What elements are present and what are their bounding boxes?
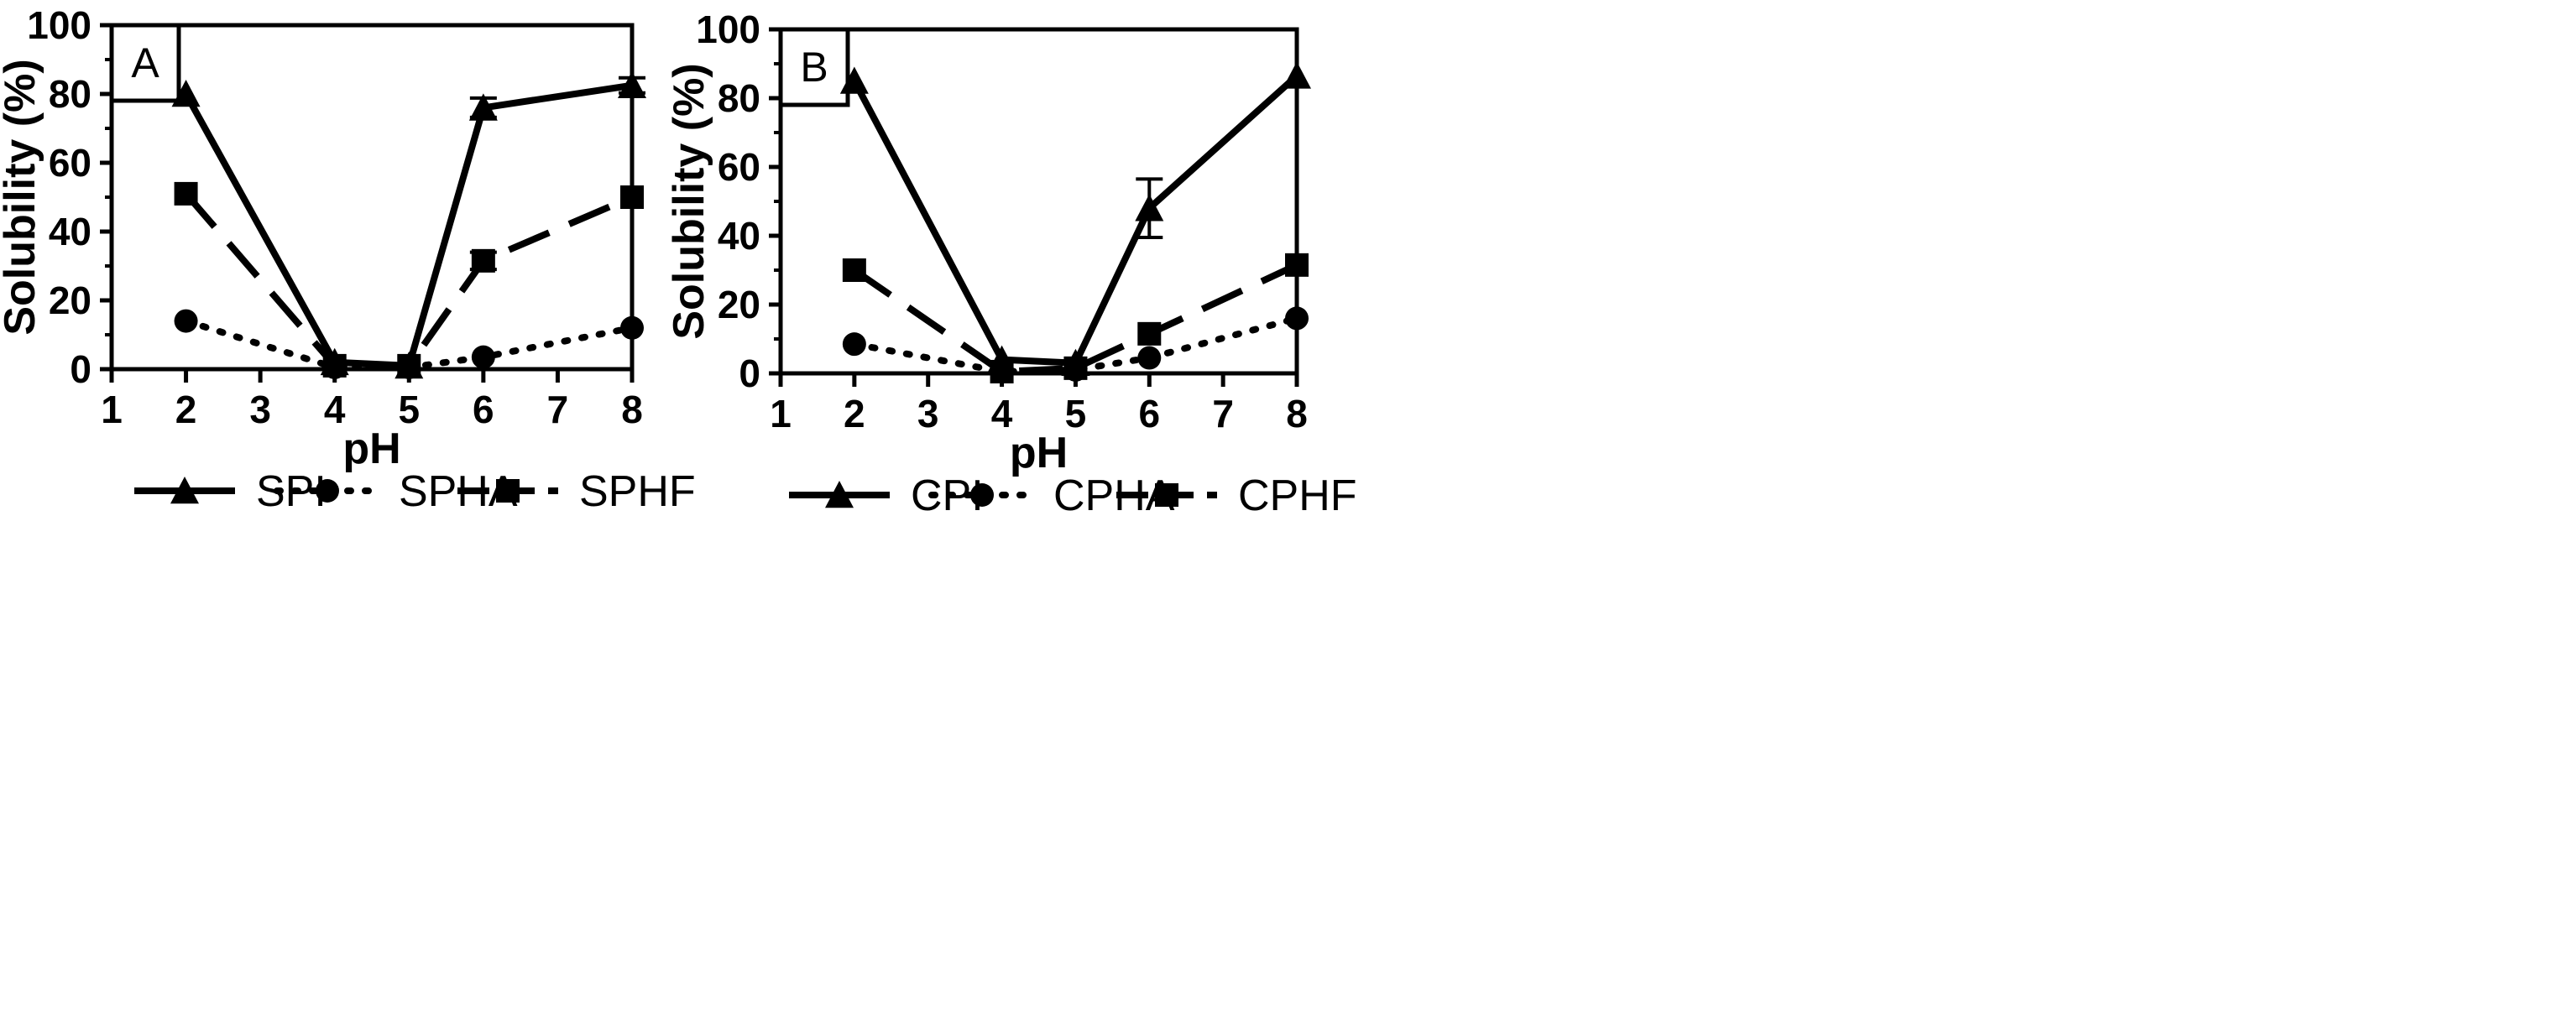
legend-item-SPHF: SPHF [457,467,696,516]
y-tick-label: 60 [718,145,760,189]
x-tick-label: 7 [547,388,569,431]
panel-label-box: B [778,27,850,107]
data-point-CPI [1283,61,1311,89]
legend-label-SPHF: SPHF [579,467,696,516]
y-tick-label: 60 [49,141,91,185]
data-point-SPHF [471,248,495,273]
x-axis-title: pH [342,425,400,473]
x-tick-label: 5 [398,388,420,431]
data-point-CPHF [1137,321,1162,346]
data-point-SPI [171,80,201,107]
series-line-SPI [183,81,633,369]
y-tick-label: 0 [70,347,91,391]
panel-label-frame [109,23,181,103]
data-point-CPI [1135,194,1164,221]
panel-label-box: A [109,23,181,103]
data-point-SPHA [174,309,198,333]
legend-item-CPHA: CPHA [928,472,1175,520]
x-axis-title: pH [1010,429,1068,477]
y-tick-label: 20 [718,283,760,326]
panel-label-frame [778,27,850,107]
legend-marker-SPI [170,477,199,504]
legend-marker-CPI [825,481,854,508]
series-CPI [839,61,1311,376]
legend-item-CPHF: CPHF [1116,472,1357,520]
x-tick-label: 4 [991,392,1013,435]
legend-item-SPI: SPI [134,467,327,516]
x-tick-label: 6 [473,388,494,431]
x-tick-label: 2 [844,392,865,435]
x-tick-label: 8 [621,388,643,431]
y-tick-label: 0 [739,352,760,395]
y-tick-label: 20 [49,279,91,322]
series-line-CPHA [850,315,1300,375]
x-tick-label: 3 [917,392,939,435]
y-tick-label: 100 [27,3,91,47]
data-point-SPI [618,70,646,99]
x-tick-label: 1 [101,388,123,431]
legend-marker-SPHF [496,479,520,503]
x-tick-label: 1 [770,392,792,435]
data-point-CPHA [842,332,866,357]
legend-marker-CPHF [1155,483,1178,507]
data-point-CPHA [1137,346,1162,370]
data-point-CPHF [1063,356,1088,380]
data-point-SPHF [620,185,644,209]
data-point-SPHA [620,315,644,340]
data-point-SPHF [397,353,421,378]
data-point-SPHA [471,345,495,369]
x-tick-label: 8 [1286,392,1308,435]
y-axis-title: Solubility (%) [665,63,713,339]
data-point-CPHF [842,258,866,282]
y-tick-label: 80 [49,72,91,116]
x-tick-label: 6 [1138,392,1160,435]
legend-marker-CPHA [970,483,994,507]
y-axis-title: Solubility (%) [0,59,44,335]
series-CPHF [842,253,1309,383]
legend-label-CPHA: CPHA [1053,472,1175,520]
panel-label: A [131,39,159,86]
x-tick-label: 7 [1212,392,1234,435]
legend-marker-SPHA [316,479,339,503]
x-tick-label: 3 [249,388,271,431]
data-point-CPHA [1285,306,1309,331]
legend-label-CPHF: CPHF [1238,472,1357,520]
data-point-SPHF [174,181,198,206]
x-tick-label: 5 [1065,392,1087,435]
data-point-CPHF [990,359,1014,383]
series-line-CPI [851,73,1299,367]
chart-panel-A: 0 20 40 60 80 100 1 2 3 4 5 6 7 8 pH Solubility (%) A SPI… [0,3,696,516]
x-tick-label: 2 [175,388,197,431]
data-point-SPI [468,93,498,121]
y-tick-label: 40 [718,214,760,258]
y-tick-label: 80 [718,76,760,120]
data-point-CPI [839,66,869,94]
panel-label: B [800,44,828,91]
x-tick-label: 4 [324,388,346,431]
data-point-CPHF [1285,253,1309,277]
data-point-SPHF [322,353,347,378]
series-SPHF [174,181,644,378]
y-tick-label: 100 [696,8,760,51]
y-tick-label: 40 [49,210,91,253]
